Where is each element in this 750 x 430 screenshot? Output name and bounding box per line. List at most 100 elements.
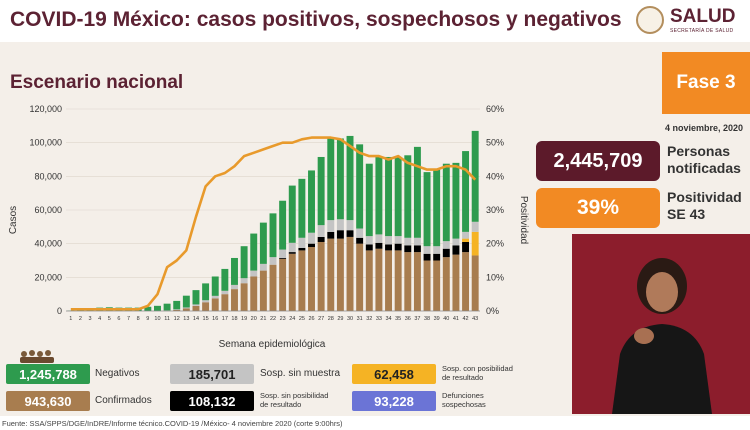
- x-tick-label: 26: [308, 316, 314, 322]
- x-tick-label: 35: [395, 316, 401, 322]
- bar-confirmados: [317, 241, 325, 311]
- bar-confirmados: [404, 252, 412, 311]
- sosp-sin-muestra-value: 185,701: [170, 364, 254, 384]
- bar-sosp-sin-muestra: [394, 236, 402, 244]
- bar-confirmados: [202, 302, 210, 311]
- bar-sosp-sin-posibilidad-de-resultado: [442, 248, 450, 258]
- bar-negativos: [452, 162, 460, 239]
- negativos-label: Negativos: [95, 368, 140, 379]
- bar-confirmados: [356, 243, 364, 311]
- bar-sosp-sin-muestra: [442, 241, 450, 249]
- positivity-box: 39%: [536, 188, 660, 228]
- bar-sosp-sin-posibilidad-de-resultado: [327, 231, 335, 239]
- bar-negativos: [221, 268, 229, 291]
- bar-confirmados: [250, 276, 258, 311]
- bar-sosp-sin-muestra: [365, 236, 373, 245]
- positivity-value: 39%: [576, 196, 620, 219]
- bar-sosp-sin-muestra: [346, 220, 354, 231]
- bar-sosp-sin-muestra: [288, 242, 296, 253]
- bar-sosp-sin-posibilidad-de-resultado: [288, 252, 296, 254]
- bar-confirmados: [288, 253, 296, 311]
- people-group-icon: [20, 350, 54, 363]
- footer-source: Fuente: SSA/SPPS/DGE/InDRE/Informe técni…: [2, 419, 343, 428]
- chart-bars: [67, 130, 479, 311]
- bar-sosp-sin-muestra: [192, 304, 200, 306]
- bar-sosp-sin-muestra: [423, 246, 431, 254]
- x-tick-label: 8: [137, 316, 140, 322]
- y2-axis-label: Positividad: [518, 196, 529, 244]
- y2-tick-label: 50%: [486, 138, 504, 148]
- x-tick-label: 4: [98, 316, 101, 322]
- bar-confirmados: [308, 247, 315, 311]
- x-tick-label: 19: [241, 316, 247, 322]
- bar-confirmados: [452, 254, 460, 311]
- sosp-sin-muestra-label: Sosp. sin muestra: [260, 368, 341, 379]
- positivity-label: Positividad SE 43: [667, 189, 742, 223]
- bar-negativos: [346, 135, 354, 221]
- bar-sosp-sin-muestra: [202, 300, 210, 303]
- bar-sosp-sin-posibilidad-de-resultado: [365, 244, 373, 251]
- bar-negativos: [144, 306, 152, 311]
- notified-value: 2,445,709: [553, 149, 643, 172]
- bar-sosp-sin-muestra: [317, 225, 325, 237]
- x-tick-label: 9: [146, 316, 149, 322]
- bar-confirmados: [173, 309, 181, 311]
- x-tick-label: 12: [174, 316, 180, 322]
- bar-sosp-sin-posibilidad-de-resultado: [336, 230, 344, 239]
- bar-sosp-sin-muestra: [327, 220, 335, 232]
- bar-confirmados: [385, 250, 393, 311]
- bar-sosp-sin-posibilidad-de-resultado: [452, 245, 460, 255]
- y-tick-label: 0: [57, 306, 62, 316]
- x-tick-label: 25: [299, 316, 305, 322]
- bar-sosp-sin-muestra: [259, 263, 267, 271]
- y2-tick-label: 10%: [486, 272, 504, 282]
- x-tick-label: 24: [289, 316, 295, 322]
- bar-sosp-sin-muestra: [250, 270, 258, 277]
- bar-sosp-sin-muestra: [269, 257, 277, 265]
- bar-sosp-sin-muestra: [385, 236, 393, 245]
- bar-confirmados: [327, 238, 335, 311]
- sign-language-interpreter: [572, 234, 750, 414]
- y2-tick-label: 60%: [486, 104, 504, 114]
- x-tick-label: 30: [347, 316, 353, 322]
- bar-negativos: [375, 156, 383, 235]
- bar-confirmados: [365, 250, 373, 311]
- x-tick-label: 7: [127, 316, 130, 322]
- bar-confirmados: [336, 238, 344, 311]
- bar-sosp-sin-muestra: [404, 237, 412, 246]
- bar-negativos: [231, 257, 238, 285]
- notified-label-line2: notificadas: [667, 160, 741, 176]
- logo-text: SALUD: [670, 6, 736, 27]
- bar-confirmados: [182, 308, 190, 311]
- x-tick-label: 32: [366, 316, 372, 322]
- bar-sosp-sin-muestra: [462, 231, 470, 239]
- y-tick-label: 80,000: [34, 171, 62, 181]
- x-tick-label: 23: [280, 316, 286, 322]
- y-tick-label: 60,000: [34, 205, 62, 215]
- y2-tick-label: 0%: [486, 306, 499, 316]
- y2-tick-label: 20%: [486, 239, 504, 249]
- bar-sosp-sin-posibilidad-de-resultado: [413, 245, 421, 253]
- x-tick-label: 39: [434, 316, 440, 322]
- x-tick-label: 6: [117, 316, 120, 322]
- bar-sosp-sin-posibilidad-de-resultado: [356, 237, 364, 244]
- x-axis-label: Semana epidemiológica: [219, 339, 326, 350]
- bar-confirmados: [211, 298, 219, 311]
- bar-sosp-sin-muestra: [221, 290, 229, 295]
- x-tick-label: 22: [270, 316, 276, 322]
- interpreter-figure-icon: [612, 258, 712, 414]
- bar-negativos: [471, 130, 479, 222]
- salud-logo: SALUD SECRETARÍA DE SALUD: [632, 4, 750, 38]
- bar-sosp-sin-muestra: [471, 221, 479, 232]
- report-date: 4 noviembre, 2020: [665, 123, 744, 133]
- bar-negativos: [413, 146, 421, 238]
- bar-confirmados: [442, 257, 450, 311]
- cases-chart: 0 20,000 40,000 60,000 80,000 100,000 120,000 0…: [8, 104, 529, 350]
- x-tick-label: 34: [385, 316, 391, 322]
- bar-negativos: [298, 178, 306, 238]
- bar-sosp-sin-posibilidad-de-resultado: [298, 247, 306, 251]
- confirmados-label: Confirmados: [95, 395, 152, 406]
- notified-label-line1: Personas: [667, 143, 731, 159]
- bar-sosp-sin-muestra: [231, 284, 238, 290]
- bar-confirmados: [192, 305, 200, 311]
